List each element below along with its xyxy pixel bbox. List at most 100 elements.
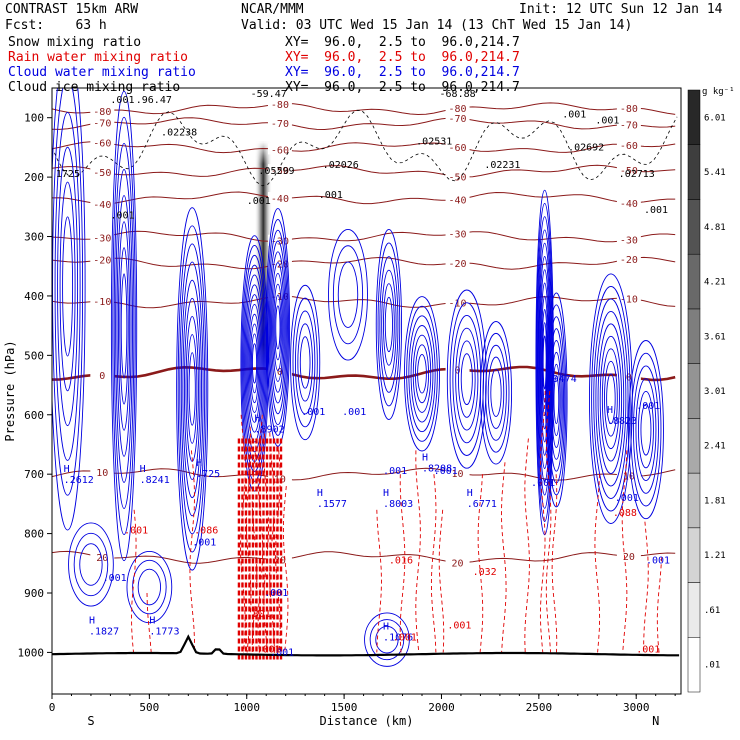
isotherm-label-bg <box>90 165 115 177</box>
cloud-water-contour <box>132 559 167 615</box>
rain-water-contour <box>146 592 152 653</box>
high-value: .9474 <box>547 374 577 385</box>
cloud-water-contour <box>482 332 510 453</box>
cloud-water-contour <box>369 619 405 661</box>
isotherm-label-bg <box>267 117 292 129</box>
contour-label: .001 <box>434 466 458 477</box>
isotherm-label: -80 <box>271 100 289 111</box>
contour-label: .001 <box>124 526 148 537</box>
cloud-water-contour <box>183 297 201 480</box>
upper-label: .02231 <box>484 160 520 171</box>
contour-label: .001 <box>264 588 288 599</box>
cloud-water-contour <box>485 344 507 441</box>
colorbar-swatch <box>687 363 701 419</box>
isotherm-label-bg <box>445 467 470 479</box>
cloud-water-contour <box>248 313 261 413</box>
high-value: .8208 <box>422 463 452 474</box>
rain-water-contour <box>621 450 628 653</box>
high-value: .8241 <box>140 475 170 486</box>
cloud-water-contour <box>52 88 86 531</box>
isotherm-label-bg <box>616 469 641 481</box>
isotherm-label-bg <box>616 252 641 264</box>
isotherm-label: 20 <box>623 552 635 563</box>
field-cloudwater-xy: XY= 96.0, 2.5 to 96.0,214.7 <box>285 65 520 80</box>
x-tick-label: 2000 <box>428 701 455 714</box>
contour-label: .001 <box>636 401 660 412</box>
cloud-water-contour <box>487 356 505 429</box>
contour-label: .001 <box>636 644 660 655</box>
cloud-water-contour <box>630 352 662 507</box>
contour-label: .032 <box>473 567 497 578</box>
isotherm-label: 10 <box>96 468 108 479</box>
high-marker: H <box>422 452 428 463</box>
colorbar-swatch <box>687 199 701 255</box>
isotherm-label: -60 <box>449 143 467 154</box>
y-tick-label: 700 <box>24 468 44 481</box>
isotherm-label-bg <box>90 253 115 265</box>
cloud-water-contour <box>337 261 359 328</box>
contour-label: .001 <box>646 555 670 566</box>
isotherm-label-bg <box>445 296 470 308</box>
contour-label: .001 <box>393 633 417 644</box>
isotherm-label: -80 <box>93 107 111 118</box>
y-tick-label: 200 <box>24 171 44 184</box>
cloud-water-contour <box>412 334 432 413</box>
contour-label: .016 <box>389 555 413 566</box>
south-label: S <box>87 714 94 728</box>
y-tick-label: 500 <box>24 349 44 362</box>
cloud-water-contour <box>268 240 287 415</box>
y-tick-label: 900 <box>24 587 44 600</box>
rain-water-contour <box>240 414 246 653</box>
cloud-water-contour <box>328 228 368 361</box>
isotherm-label-bg <box>616 370 641 382</box>
cloud-water-contour <box>187 334 198 444</box>
colorbar-level-label: 6.01 <box>704 113 726 123</box>
isotherm-label: -50 <box>93 168 111 179</box>
high-marker: H <box>149 616 155 627</box>
y-tick-label: 300 <box>24 231 44 244</box>
isotherm-label-bg <box>267 472 292 484</box>
isotherm-label-bg <box>445 112 470 124</box>
cloud-water-contour <box>62 216 74 357</box>
cloud-water-contour <box>250 333 259 394</box>
upper-label: .001 <box>110 211 134 222</box>
contour-label: .001 <box>342 407 366 418</box>
upper-label: .02531 <box>416 136 452 147</box>
plot-frame <box>51 87 682 695</box>
isotherm-label-bg <box>267 234 292 246</box>
contour-label: .001 <box>192 537 216 548</box>
isotherm-label: -70 <box>449 114 467 125</box>
isotherm-label-bg <box>445 363 470 375</box>
isotherm-label-bg <box>616 164 641 176</box>
cloud-water-contour <box>242 254 267 472</box>
colorbar-level-label: .61 <box>704 606 720 616</box>
cloud-water-contour <box>177 225 207 553</box>
high-value: .8902 <box>255 425 285 436</box>
cloud-water-contour <box>479 321 513 465</box>
upper-label: .02713 <box>619 169 655 180</box>
isotherm--10 <box>52 295 676 309</box>
isotherm-label: 10 <box>623 472 635 483</box>
rain-water-contour <box>643 521 649 653</box>
colorbar-swatch <box>687 637 701 693</box>
colorbar-swatch <box>687 253 701 310</box>
isotherm-label-bg <box>445 257 470 269</box>
isotherm-label-bg <box>267 290 292 302</box>
high-value: .1773 <box>149 627 179 638</box>
rain-water-contour <box>399 474 406 653</box>
isotherm--70 <box>52 117 676 131</box>
cloud-water-contour <box>632 365 659 494</box>
isotherm-0 <box>52 365 676 382</box>
cloud-water-contour <box>375 625 399 654</box>
isotherm-label-bg <box>445 170 470 182</box>
isotherm-label-bg <box>90 466 115 478</box>
isotherm-label-bg <box>616 138 641 150</box>
high-value: .1076 <box>383 633 413 644</box>
isotherm-label-bg <box>267 257 292 269</box>
cloud-water-contour <box>292 297 318 428</box>
isotherm-label: -70 <box>271 119 289 130</box>
high-marker: H <box>607 405 613 416</box>
rain-water-contour <box>545 390 552 653</box>
isotherm-label-bg <box>267 143 292 155</box>
upper-label: .02026 <box>323 160 359 171</box>
